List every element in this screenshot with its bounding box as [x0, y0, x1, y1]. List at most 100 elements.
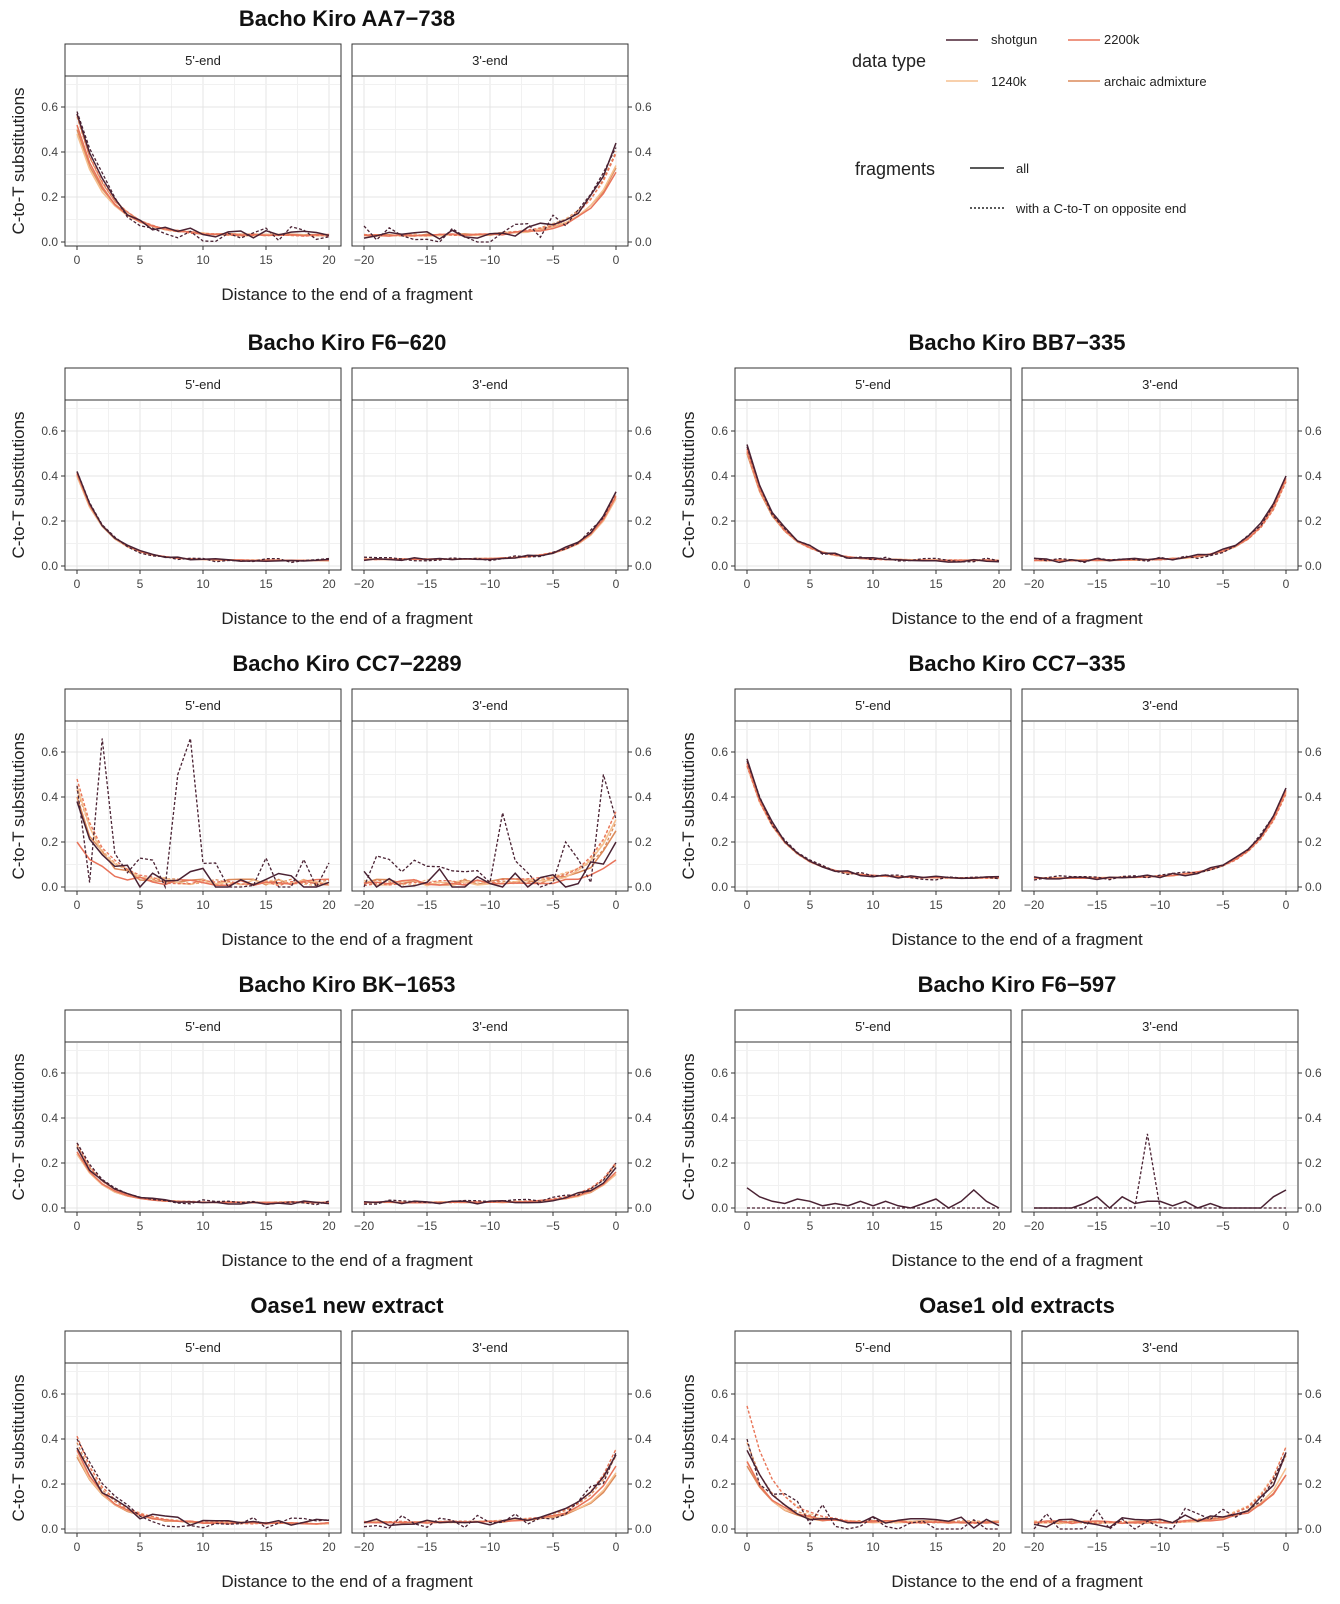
y-axis-label: C-to-T substitutions: [9, 87, 28, 234]
x-tick-label: 10: [866, 1540, 880, 1554]
y-tick-label: 0.2: [635, 190, 652, 204]
x-tick-label: −15: [1087, 577, 1108, 591]
x-tick-label: −20: [354, 1219, 375, 1233]
chart-4: Bacho Kiro CC7−2289 5'-end 0 5 10 15 20 0.0 0.2 0…: [9, 651, 652, 949]
x-tick-label: 0: [74, 898, 81, 912]
x-tick-label: 0: [744, 898, 751, 912]
facet-5-end: 5'-end 0 5 10 15 20 0.0 0.2 0.4 0.6: [41, 1009, 342, 1233]
series-shotgun-all: [1034, 1189, 1287, 1210]
x-tick-label: −20: [1024, 577, 1045, 591]
facet-strip: [1021, 1009, 1299, 1043]
y-tick-label: 0.4: [1305, 469, 1322, 483]
x-tick-label: −15: [1087, 898, 1108, 912]
facet-5-end: 5'-end 0 5 10 15 20 0.0 0.2 0.4 0.6: [41, 1330, 342, 1554]
series-shotgun-all: [1033, 787, 1287, 881]
series-k2200-opp: [363, 811, 617, 887]
series-shotgun-opp: [76, 738, 330, 890]
y-tick-label: 0.4: [41, 469, 58, 483]
legend: data type shotgun 2200k 1240k archaic ad…: [852, 32, 1207, 216]
series-shotgun-all: [1033, 475, 1287, 564]
x-tick-label: −10: [480, 898, 501, 912]
legend-label-opposite-end: with a C-to-T on opposite end: [1015, 201, 1186, 216]
x-axis-label: Distance to the end of a fragment: [221, 285, 473, 304]
x-tick-label: 20: [322, 1540, 336, 1554]
legend-item-all: all: [970, 161, 1029, 176]
y-axis-label: C-to-T substitutions: [9, 1374, 28, 1521]
y-tick-label: 0.6: [41, 1387, 58, 1401]
y-tick-label: 0.0: [711, 1522, 728, 1536]
y-tick-label: 0.4: [635, 1111, 652, 1125]
y-tick-label: 0.2: [635, 835, 652, 849]
series-shotgun-opp: [76, 1438, 330, 1529]
series-shotgun-all: [1033, 1452, 1287, 1529]
x-axis-label: Distance to the end of a fragment: [891, 930, 1143, 949]
y-tick-label: 0.2: [711, 1156, 728, 1170]
series-shotgun-all: [746, 444, 1000, 563]
x-axis-label: Distance to the end of a fragment: [221, 930, 473, 949]
x-tick-label: −15: [1087, 1219, 1108, 1233]
x-tick-label: 0: [744, 1219, 751, 1233]
chart-7: Bacho Kiro F6−597 5'-end 0 5 10 15 20 0.0 0.2 0.4…: [679, 972, 1322, 1270]
x-tick-label: −10: [1150, 577, 1171, 591]
facet-strip: [1021, 367, 1299, 401]
chart-title: Oase1 old extracts: [919, 1293, 1115, 1318]
y-tick-label: 0.4: [41, 145, 58, 159]
x-tick-label: 20: [992, 577, 1006, 591]
series-k2200-opp: [1033, 1446, 1287, 1524]
x-tick-label: −20: [1024, 1219, 1045, 1233]
y-tick-label: 0.0: [711, 880, 728, 894]
series-shotgun-all: [76, 113, 330, 239]
facet-5-end: 5'-end 0 5 10 15 20 0.0 0.2 0.4 0.6: [711, 688, 1012, 912]
y-tick-label: 0.2: [1305, 1156, 1322, 1170]
series-shotgun-all: [76, 1146, 330, 1206]
y-tick-label: 0.2: [41, 835, 58, 849]
facet-label: 5'-end: [855, 1340, 891, 1355]
series-k2200-all: [1033, 1474, 1287, 1525]
x-tick-label: −15: [417, 253, 438, 267]
series-shotgun-all: [363, 841, 617, 889]
x-tick-label: 0: [613, 898, 620, 912]
x-tick-label: 0: [74, 577, 81, 591]
x-tick-label: 20: [992, 1219, 1006, 1233]
x-tick-label: 0: [744, 577, 751, 591]
x-tick-label: 10: [866, 577, 880, 591]
series-shotgun-all: [76, 471, 330, 563]
facet-label: 3'-end: [1142, 1340, 1178, 1355]
x-tick-label: 0: [1283, 1219, 1290, 1233]
x-tick-label: 10: [196, 1219, 210, 1233]
facet-3-end: 3'-end −20 −15 −10 −5 0 0.0 0.2 0.4 0.6: [1021, 1330, 1322, 1554]
y-tick-label: 0.4: [41, 790, 58, 804]
series-shotgun-all: [746, 1187, 1000, 1209]
y-tick-label: 0.6: [41, 745, 58, 759]
x-tick-label: −5: [546, 577, 560, 591]
x-tick-label: −20: [354, 898, 375, 912]
chart-6: Bacho Kiro BK−1653 5'-end 0 5 10 15 20 0.0 0.2 0.…: [9, 972, 652, 1270]
y-axis-label: C-to-T substitutions: [9, 1053, 28, 1200]
y-tick-label: 0.0: [41, 235, 58, 249]
y-tick-label: 0.6: [1305, 1387, 1322, 1401]
x-axis-label: Distance to the end of a fragment: [221, 609, 473, 628]
x-tick-label: −10: [480, 577, 501, 591]
series-shotgun-all: [363, 1167, 617, 1205]
y-tick-label: 0.2: [41, 514, 58, 528]
y-tick-label: 0.4: [635, 145, 652, 159]
facet-strip: [64, 1330, 342, 1364]
y-tick-label: 0.2: [635, 514, 652, 528]
x-tick-label: 15: [259, 898, 273, 912]
x-tick-label: 15: [929, 1219, 943, 1233]
y-tick-label: 0.0: [635, 880, 652, 894]
facet-label: 5'-end: [185, 53, 221, 68]
series-k2200-opp: [76, 778, 330, 887]
legend-fragments-title: fragments: [855, 159, 935, 179]
y-tick-label: 0.6: [711, 745, 728, 759]
y-tick-label: 0.6: [41, 100, 58, 114]
chart-title: Bacho Kiro AA7−738: [239, 6, 455, 31]
y-tick-label: 0.6: [635, 1066, 652, 1080]
y-tick-label: 0.6: [711, 1066, 728, 1080]
y-tick-label: 0.2: [1305, 835, 1322, 849]
x-tick-label: −10: [1150, 898, 1171, 912]
x-tick-label: 5: [137, 1219, 144, 1233]
facet-3-end: 3'-end −20 −15 −10 −5 0 0.0 0.2 0.4 0.6: [351, 43, 652, 267]
x-tick-label: −5: [546, 1219, 560, 1233]
x-tick-label: 0: [613, 1219, 620, 1233]
